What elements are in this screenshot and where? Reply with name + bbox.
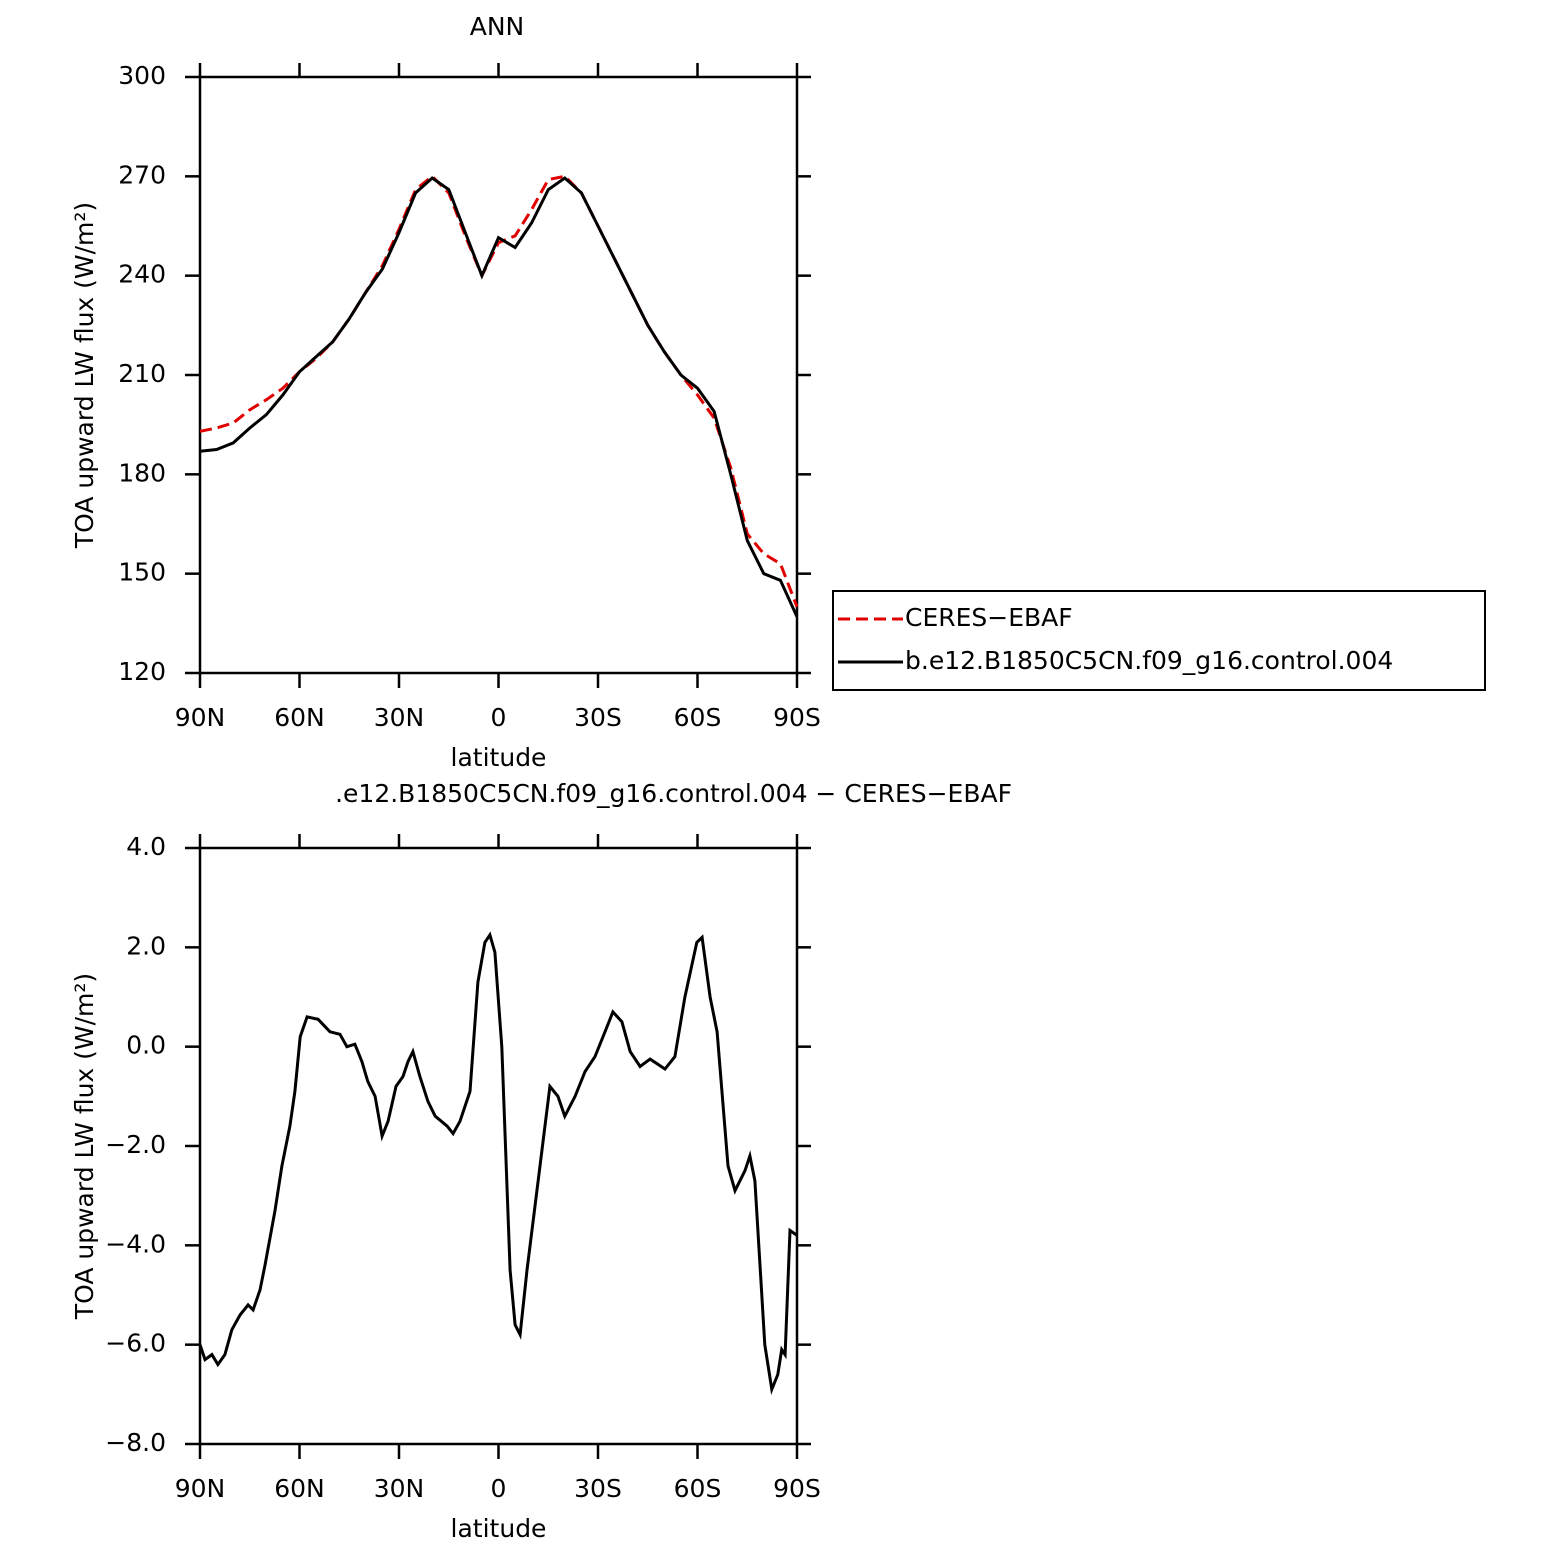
y-tick-label: 210 bbox=[118, 359, 166, 388]
chart-title: ANN bbox=[470, 12, 525, 41]
y-tick-label: 0.0 bbox=[126, 1031, 166, 1060]
x-tick-label: 90N bbox=[175, 703, 226, 732]
y-tick-label: −2.0 bbox=[105, 1130, 166, 1159]
y-tick-label: −8.0 bbox=[105, 1428, 166, 1457]
y-tick-label: −4.0 bbox=[105, 1229, 166, 1258]
y-tick-label: 120 bbox=[118, 657, 166, 686]
x-tick-label: 0 bbox=[491, 1474, 507, 1503]
x-tick-label: 90S bbox=[773, 1474, 821, 1503]
data-line bbox=[198, 931, 798, 1396]
x-axis-label: latitude bbox=[451, 743, 547, 772]
plot-frame bbox=[198, 846, 799, 1446]
plot-frame bbox=[198, 75, 799, 675]
y-tick-label: 270 bbox=[118, 160, 166, 189]
x-tick-label: 90N bbox=[175, 1474, 226, 1503]
y-axis-label: TOA upward LW flux (W/m²) bbox=[70, 973, 99, 1320]
x-tick-label: 0 bbox=[491, 703, 507, 732]
data-line bbox=[199, 176, 799, 618]
y-tick-label: −6.0 bbox=[105, 1329, 166, 1358]
y-tick-label: 2.0 bbox=[126, 931, 166, 960]
x-tick-label: 30S bbox=[574, 1474, 622, 1503]
x-tick-label: 60N bbox=[274, 1474, 325, 1503]
legend-label: b.e12.B1850C5CN.f09_g16.control.004 bbox=[905, 646, 1393, 675]
y-tick-label: 150 bbox=[118, 558, 166, 587]
chart-title: .e12.B1850C5CN.f09_g16.control.004 − CER… bbox=[335, 779, 1012, 808]
x-tick-label: 30N bbox=[374, 703, 425, 732]
y-tick-label: 4.0 bbox=[126, 832, 166, 861]
x-axis-label: latitude bbox=[451, 1514, 547, 1543]
y-tick-label: 240 bbox=[118, 260, 166, 289]
legend-label: CERES−EBAF bbox=[905, 603, 1073, 632]
y-tick-label: 300 bbox=[118, 61, 166, 90]
y-tick-label: 180 bbox=[118, 458, 166, 487]
x-tick-label: 30N bbox=[374, 1474, 425, 1503]
x-tick-label: 30S bbox=[574, 703, 622, 732]
x-tick-label: 60S bbox=[674, 703, 722, 732]
x-tick-label: 90S bbox=[773, 703, 821, 732]
legend-box bbox=[832, 590, 1486, 691]
x-tick-label: 60S bbox=[674, 1474, 722, 1503]
y-axis-label: TOA upward LW flux (W/m²) bbox=[70, 202, 99, 549]
x-tick-label: 60N bbox=[274, 703, 325, 732]
